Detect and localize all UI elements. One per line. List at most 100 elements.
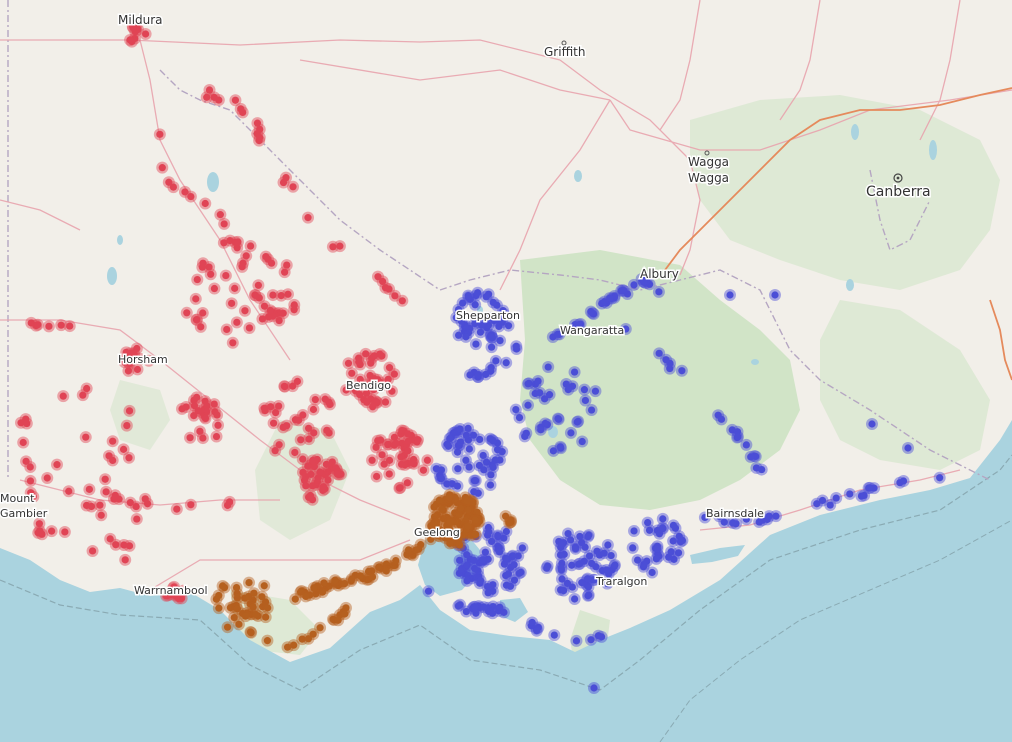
blue-point[interactable]: [669, 521, 678, 529]
red-point[interactable]: [314, 474, 322, 482]
blue-point[interactable]: [470, 488, 478, 496]
red-point[interactable]: [344, 359, 353, 367]
red-point[interactable]: [211, 408, 219, 416]
blue-point[interactable]: [488, 609, 497, 617]
red-point[interactable]: [126, 36, 134, 44]
orange-point[interactable]: [368, 573, 377, 581]
blue-point[interactable]: [453, 482, 462, 490]
red-point[interactable]: [368, 376, 376, 384]
red-point[interactable]: [210, 93, 218, 101]
orange-point[interactable]: [283, 643, 292, 651]
orange-point[interactable]: [250, 589, 258, 597]
blue-point[interactable]: [600, 549, 608, 557]
blue-point[interactable]: [589, 576, 597, 584]
blue-point[interactable]: [476, 435, 484, 444]
red-point[interactable]: [267, 403, 275, 411]
blue-point[interactable]: [471, 301, 479, 309]
red-point[interactable]: [281, 268, 289, 276]
blue-point[interactable]: [483, 582, 492, 591]
red-point[interactable]: [88, 547, 97, 555]
blue-point[interactable]: [510, 576, 519, 584]
blue-point[interactable]: [463, 561, 471, 569]
blue-point[interactable]: [454, 602, 463, 610]
blue-point[interactable]: [489, 298, 497, 306]
red-point[interactable]: [242, 252, 250, 260]
orange-point[interactable]: [302, 592, 310, 601]
red-point[interactable]: [307, 470, 315, 478]
blue-point[interactable]: [648, 568, 656, 577]
red-point[interactable]: [342, 386, 350, 394]
red-point[interactable]: [256, 133, 264, 142]
red-point[interactable]: [102, 488, 110, 496]
red-point[interactable]: [169, 183, 177, 191]
orange-point[interactable]: [241, 612, 250, 620]
red-point[interactable]: [212, 432, 221, 441]
blue-point[interactable]: [584, 575, 592, 583]
red-point[interactable]: [111, 491, 119, 499]
blue-point[interactable]: [556, 443, 565, 451]
red-point[interactable]: [162, 592, 170, 600]
red-point[interactable]: [105, 452, 113, 460]
red-point[interactable]: [205, 86, 214, 94]
orange-point[interactable]: [435, 496, 443, 504]
red-point[interactable]: [392, 439, 400, 447]
blue-point[interactable]: [524, 380, 532, 388]
blue-point[interactable]: [556, 551, 565, 559]
red-point[interactable]: [173, 505, 181, 513]
blue-point[interactable]: [502, 527, 510, 536]
blue-point[interactable]: [489, 437, 497, 445]
blue-point[interactable]: [457, 317, 465, 325]
orange-point[interactable]: [263, 637, 272, 645]
red-point[interactable]: [233, 244, 241, 252]
blue-point[interactable]: [493, 446, 502, 454]
red-point[interactable]: [136, 355, 145, 363]
blue-point[interactable]: [640, 278, 648, 286]
blue-point[interactable]: [645, 526, 654, 534]
red-point[interactable]: [26, 463, 34, 471]
blue-point[interactable]: [563, 579, 572, 588]
red-point[interactable]: [125, 454, 133, 462]
red-point[interactable]: [378, 381, 387, 389]
orange-point[interactable]: [260, 582, 268, 590]
red-point[interactable]: [385, 364, 394, 372]
blue-point[interactable]: [678, 536, 687, 545]
red-point[interactable]: [388, 387, 396, 395]
orange-point[interactable]: [412, 546, 420, 554]
red-point[interactable]: [23, 419, 31, 428]
orange-point[interactable]: [472, 530, 480, 539]
blue-point[interactable]: [488, 333, 496, 342]
blue-point[interactable]: [514, 552, 522, 560]
orange-point[interactable]: [392, 556, 400, 565]
blue-point[interactable]: [544, 363, 552, 371]
red-point[interactable]: [165, 178, 173, 186]
blue-point[interactable]: [554, 330, 562, 338]
blue-point[interactable]: [484, 321, 493, 329]
red-point[interactable]: [326, 400, 334, 408]
red-point[interactable]: [384, 441, 392, 449]
red-point[interactable]: [26, 477, 35, 485]
blue-point[interactable]: [487, 471, 495, 479]
orange-point[interactable]: [235, 620, 243, 628]
red-point[interactable]: [133, 515, 141, 523]
blue-point[interactable]: [560, 586, 568, 595]
blue-point[interactable]: [755, 518, 763, 526]
blue-point[interactable]: [543, 564, 551, 572]
orange-point[interactable]: [462, 516, 470, 525]
blue-point[interactable]: [470, 477, 478, 485]
red-point[interactable]: [133, 344, 141, 353]
red-point[interactable]: [305, 435, 313, 443]
orange-point[interactable]: [232, 583, 241, 592]
orange-point[interactable]: [219, 582, 227, 590]
blue-point[interactable]: [456, 556, 464, 564]
blue-point[interactable]: [899, 477, 908, 485]
red-point[interactable]: [356, 390, 364, 399]
orange-point[interactable]: [245, 578, 253, 587]
blue-point[interactable]: [494, 531, 502, 540]
blue-point[interactable]: [489, 602, 497, 611]
red-point[interactable]: [384, 375, 392, 383]
red-point[interactable]: [222, 271, 230, 280]
blue-point[interactable]: [629, 544, 637, 552]
red-point[interactable]: [381, 284, 390, 292]
blue-point[interactable]: [747, 453, 755, 461]
red-point[interactable]: [129, 24, 137, 32]
